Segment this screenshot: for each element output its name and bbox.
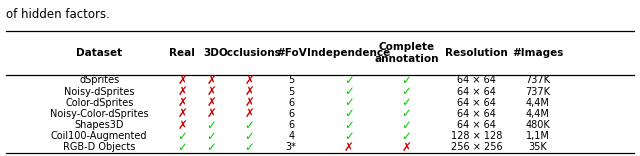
Text: 1,1M: 1,1M [525,131,550,141]
Text: 5: 5 [288,87,294,97]
Text: ✗: ✗ [244,74,255,87]
Text: #FoV: #FoV [276,48,307,58]
Text: Real: Real [170,48,195,58]
Text: ✓: ✓ [244,141,255,154]
Text: ✓: ✓ [177,141,188,154]
Text: ✗: ✗ [177,85,188,98]
Text: Noisy-Color-dSprites: Noisy-Color-dSprites [50,109,148,119]
Text: Color-dSprites: Color-dSprites [65,98,133,108]
Text: 737K: 737K [525,87,550,97]
Text: ✓: ✓ [401,96,412,109]
Text: ✓: ✓ [206,141,216,154]
Text: Resolution: Resolution [445,48,508,58]
Text: 737K: 737K [525,76,550,85]
Text: 4,4M: 4,4M [525,98,550,108]
Text: 64 × 64: 64 × 64 [458,87,496,97]
Text: ✓: ✓ [344,74,354,87]
Text: 6: 6 [288,109,294,119]
Text: ✓: ✓ [344,85,354,98]
Text: ✗: ✗ [244,85,255,98]
Text: Occlusions: Occlusions [218,48,281,58]
Text: ✗: ✗ [177,74,188,87]
Text: 5: 5 [288,76,294,85]
Text: RGB-D Objects: RGB-D Objects [63,142,136,152]
Text: ✓: ✓ [401,85,412,98]
Text: Complete
annotation: Complete annotation [374,42,438,64]
Text: ✗: ✗ [401,141,412,154]
Text: 35K: 35K [528,142,547,152]
Text: 6: 6 [288,120,294,130]
Text: ✓: ✓ [244,119,255,132]
Text: 480K: 480K [525,120,550,130]
Text: 3D: 3D [204,48,219,58]
Text: ✗: ✗ [206,107,216,120]
Text: 64 × 64: 64 × 64 [458,120,496,130]
Text: 128 × 128: 128 × 128 [451,131,502,141]
Text: ✗: ✗ [206,74,216,87]
Text: ✓: ✓ [206,119,216,132]
Text: ✓: ✓ [344,96,354,109]
Text: Independence: Independence [307,48,390,58]
Text: ✓: ✓ [344,119,354,132]
Text: of hidden factors.: of hidden factors. [6,8,110,21]
Text: ✗: ✗ [177,119,188,132]
Text: ✗: ✗ [177,96,188,109]
Text: 4: 4 [288,131,294,141]
Text: ✓: ✓ [401,107,412,120]
Text: 3*: 3* [286,142,296,152]
Text: ✗: ✗ [177,107,188,120]
Text: 64 × 64: 64 × 64 [458,98,496,108]
Text: ✓: ✓ [344,107,354,120]
Text: ✓: ✓ [401,119,412,132]
Text: 64 × 64: 64 × 64 [458,109,496,119]
Text: Coil100-Augmented: Coil100-Augmented [51,131,147,141]
Text: ✗: ✗ [206,85,216,98]
Text: 64 × 64: 64 × 64 [458,76,496,85]
Text: dSprites: dSprites [79,76,119,85]
Text: Dataset: Dataset [76,48,122,58]
Text: ✓: ✓ [344,130,354,143]
Text: ✓: ✓ [206,130,216,143]
Text: ✓: ✓ [401,130,412,143]
Text: ✗: ✗ [206,96,216,109]
Text: ✓: ✓ [244,130,255,143]
Text: 4,4M: 4,4M [525,109,550,119]
Text: Shapes3D: Shapes3D [74,120,124,130]
Text: ✓: ✓ [177,130,188,143]
Text: ✗: ✗ [344,141,354,154]
Text: ✓: ✓ [401,74,412,87]
Text: #Images: #Images [512,48,563,58]
Text: ✗: ✗ [244,96,255,109]
Text: ✗: ✗ [244,107,255,120]
Text: 256 × 256: 256 × 256 [451,142,502,152]
Text: Noisy-dSprites: Noisy-dSprites [64,87,134,97]
Text: 6: 6 [288,98,294,108]
